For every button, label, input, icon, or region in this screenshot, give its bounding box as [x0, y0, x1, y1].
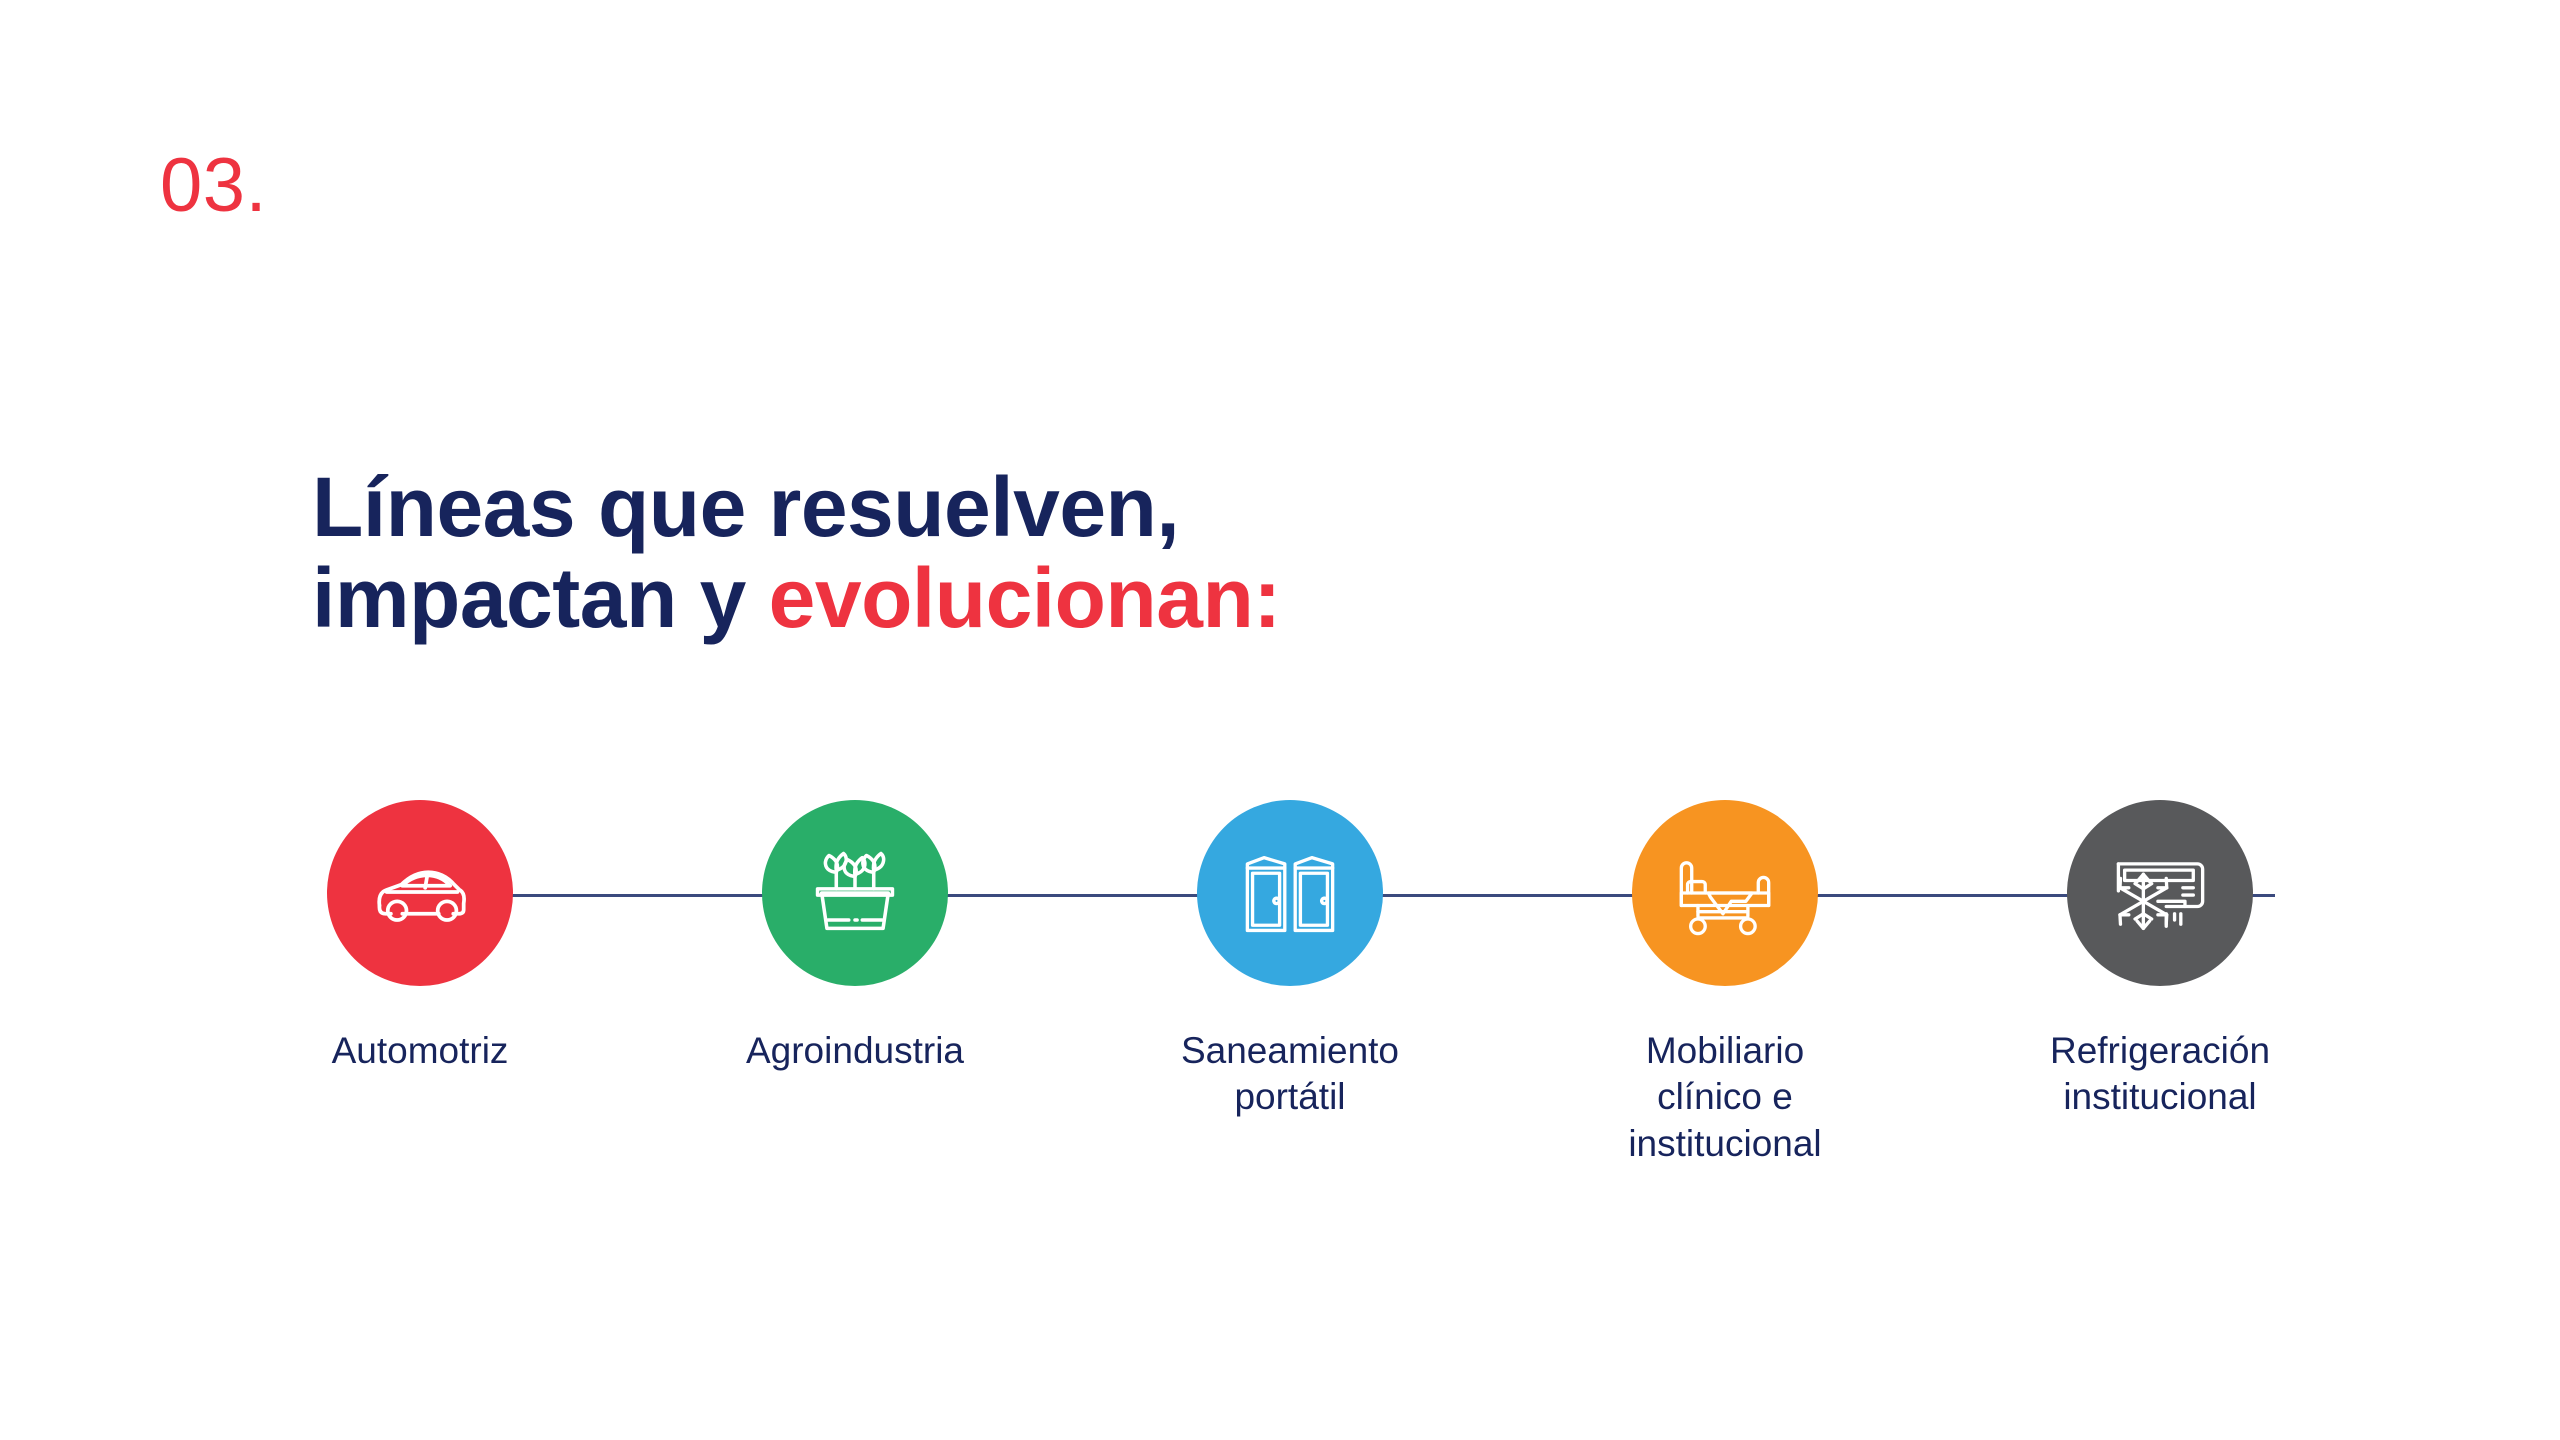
timeline-node-list: Automotriz	[240, 800, 2340, 1220]
page-title: Líneas que resuelven, impactan y evoluci…	[312, 462, 1281, 643]
icon-badge-mobiliario[interactable]	[1632, 800, 1818, 986]
timeline-node-label: Refrigeración institucional	[2049, 1030, 2271, 1118]
timeline-node-mobiliario-clinico[interactable]: Mobiliario clínico e institucional	[1545, 800, 1905, 1167]
timeline-node-label: Agroindustria	[745, 1030, 964, 1071]
headline-line-2: impactan y evolucionan:	[312, 550, 1282, 645]
section-number: 03.	[160, 143, 268, 228]
hospital-bed-icon	[1679, 861, 1771, 936]
headline-line-2-prefix: impactan y	[312, 550, 769, 645]
icon-badge-saneamiento[interactable]	[1197, 800, 1383, 986]
timeline-node-label: Automotriz	[331, 1030, 509, 1071]
air-conditioner-snowflake-icon	[2116, 862, 2205, 931]
car-icon	[377, 870, 466, 922]
icon-badge-refrigeracion[interactable]	[2067, 800, 2253, 986]
timeline-node-label: Saneamiento portátil	[1180, 1030, 1400, 1118]
timeline-node-label: Mobiliario clínico e institucional	[1628, 1030, 1822, 1164]
portable-toilet-icon	[1245, 855, 1335, 933]
seedling-planter-icon	[815, 851, 895, 931]
icon-badge-automotriz[interactable]	[327, 800, 513, 986]
timeline-node-refrigeracion[interactable]: Refrigeración institucional	[1980, 800, 2340, 1121]
timeline: Automotriz	[0, 800, 2560, 1220]
icon-badge-agroindustria[interactable]	[762, 800, 948, 986]
headline-accent-word: evolucionan:	[768, 550, 1282, 645]
headline-line-1: Líneas que resuelven,	[312, 460, 1180, 554]
timeline-node-agroindustria[interactable]: Agroindustria	[675, 800, 1035, 1074]
timeline-node-saneamiento-portatil[interactable]: Saneamiento portátil	[1110, 800, 1470, 1121]
timeline-node-automotriz[interactable]: Automotriz	[240, 800, 600, 1074]
